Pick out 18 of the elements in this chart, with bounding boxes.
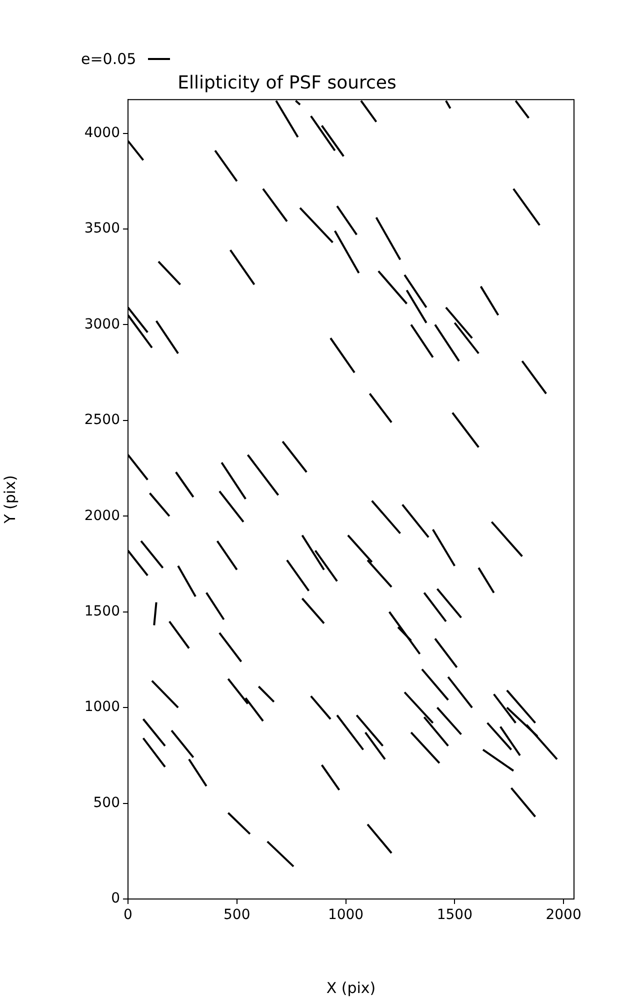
x-tick-label: 0 [124,907,132,924]
y-tick-label: 1500 [84,604,120,620]
y-tick-label: 2500 [84,412,120,428]
y-tick-label: 2000 [84,508,120,524]
y-tick-label: 3500 [84,220,120,237]
y-tick-label: 500 [93,794,120,811]
x-tick-label: 1000 [328,907,364,924]
x-axis-title: X (pix) [326,978,376,997]
y-tick-label: 0 [111,890,120,907]
text: e=0.05 [81,50,136,68]
y-tick-label: 4000 [84,124,120,141]
x-tick-label: 1500 [436,907,472,924]
y-axis-title: Y (pix) [0,475,19,524]
chart-title: Ellipticity of PSF sources [178,72,396,94]
y-tick-label: 3000 [84,316,120,332]
x-tick-label: 2000 [546,907,582,924]
x-tick-label: 500 [224,907,250,924]
y-tick-label: 1000 [84,699,120,716]
